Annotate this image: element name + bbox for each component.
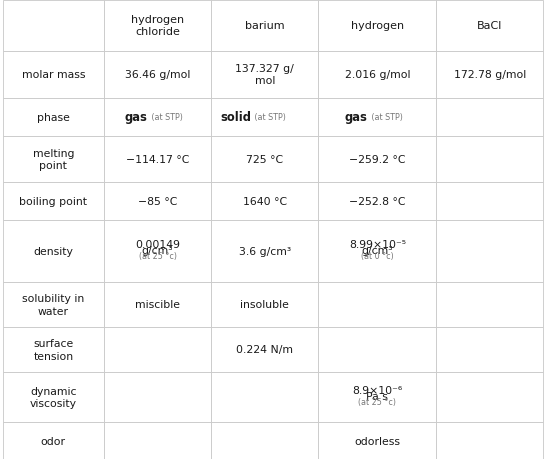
Bar: [211, 182, 318, 220]
Text: dynamic
viscosity: dynamic viscosity: [30, 386, 77, 409]
Bar: [3, 282, 104, 327]
Text: solubility in
water: solubility in water: [22, 294, 85, 316]
Bar: [436, 423, 543, 459]
Text: 2.016 g/mol: 2.016 g/mol: [345, 70, 410, 80]
Bar: [104, 51, 211, 99]
Bar: [211, 282, 318, 327]
Text: odor: odor: [41, 436, 66, 446]
Text: hydrogen: hydrogen: [351, 21, 404, 31]
Text: −252.8 °C: −252.8 °C: [349, 196, 406, 207]
Text: 1640 °C: 1640 °C: [243, 196, 287, 207]
Bar: [211, 327, 318, 372]
Bar: [318, 327, 436, 372]
Bar: [318, 99, 436, 136]
Text: 137.327 g/
mol: 137.327 g/ mol: [235, 64, 294, 86]
Text: 8.99×10⁻⁵: 8.99×10⁻⁵: [349, 239, 406, 249]
Text: g/cm³: g/cm³: [142, 246, 173, 256]
Bar: [318, 182, 436, 220]
Bar: [104, 423, 211, 459]
Bar: [104, 372, 211, 423]
Text: surface
tension: surface tension: [33, 338, 74, 361]
Bar: [3, 220, 104, 282]
Bar: [211, 220, 318, 282]
Text: melting
point: melting point: [33, 148, 74, 171]
Bar: [211, 136, 318, 182]
Bar: [3, 51, 104, 99]
Bar: [3, 1, 104, 51]
Bar: [318, 136, 436, 182]
Text: −259.2 °C: −259.2 °C: [349, 155, 406, 164]
Bar: [211, 423, 318, 459]
Bar: [104, 220, 211, 282]
Bar: [318, 220, 436, 282]
Text: 172.78 g/mol: 172.78 g/mol: [454, 70, 526, 80]
Bar: [436, 182, 543, 220]
Bar: [318, 372, 436, 423]
Text: −85 °C: −85 °C: [138, 196, 177, 207]
Text: (at 0 °c): (at 0 °c): [361, 251, 394, 260]
Bar: [318, 51, 436, 99]
Text: (at 25 °c): (at 25 °c): [139, 251, 176, 260]
Text: (at STP): (at STP): [252, 113, 286, 122]
Text: phase: phase: [37, 112, 70, 123]
Bar: [436, 220, 543, 282]
Bar: [104, 136, 211, 182]
Bar: [104, 327, 211, 372]
Bar: [3, 99, 104, 136]
Text: gas: gas: [345, 111, 367, 124]
Text: odorless: odorless: [354, 436, 400, 446]
Bar: [104, 182, 211, 220]
Text: boiling point: boiling point: [19, 196, 87, 207]
Text: 0.224 N/m: 0.224 N/m: [236, 345, 293, 355]
Bar: [104, 1, 211, 51]
Bar: [318, 282, 436, 327]
Text: BaCl: BaCl: [477, 21, 502, 31]
Text: (at 25 °c): (at 25 °c): [358, 397, 396, 406]
Bar: [211, 372, 318, 423]
Bar: [318, 1, 436, 51]
Bar: [436, 372, 543, 423]
Bar: [3, 423, 104, 459]
Bar: [3, 327, 104, 372]
Text: (at STP): (at STP): [149, 113, 183, 122]
Text: miscible: miscible: [135, 300, 180, 310]
Bar: [104, 282, 211, 327]
Bar: [3, 372, 104, 423]
Text: 8.9×10⁻⁶: 8.9×10⁻⁶: [352, 385, 402, 395]
Bar: [211, 99, 318, 136]
Text: insoluble: insoluble: [240, 300, 289, 310]
Text: (at STP): (at STP): [369, 113, 402, 122]
Bar: [3, 182, 104, 220]
Text: 0.00149: 0.00149: [135, 239, 180, 249]
Text: gas: gas: [125, 111, 148, 124]
Text: 3.6 g/cm³: 3.6 g/cm³: [239, 246, 291, 257]
Text: g/cm³: g/cm³: [361, 246, 393, 256]
Bar: [104, 99, 211, 136]
Bar: [211, 51, 318, 99]
Text: molar mass: molar mass: [22, 70, 85, 80]
Text: 725 °C: 725 °C: [246, 155, 283, 164]
Bar: [436, 282, 543, 327]
Text: hydrogen
chloride: hydrogen chloride: [131, 15, 184, 37]
Text: barium: barium: [245, 21, 284, 31]
Text: −114.17 °C: −114.17 °C: [126, 155, 189, 164]
Bar: [436, 1, 543, 51]
Bar: [436, 136, 543, 182]
Bar: [436, 99, 543, 136]
Bar: [211, 1, 318, 51]
Text: 36.46 g/mol: 36.46 g/mol: [125, 70, 191, 80]
Bar: [436, 51, 543, 99]
Text: density: density: [33, 246, 73, 257]
Bar: [436, 327, 543, 372]
Bar: [3, 136, 104, 182]
Text: solid: solid: [220, 111, 251, 124]
Bar: [318, 423, 436, 459]
Text: Pa s: Pa s: [366, 392, 388, 402]
